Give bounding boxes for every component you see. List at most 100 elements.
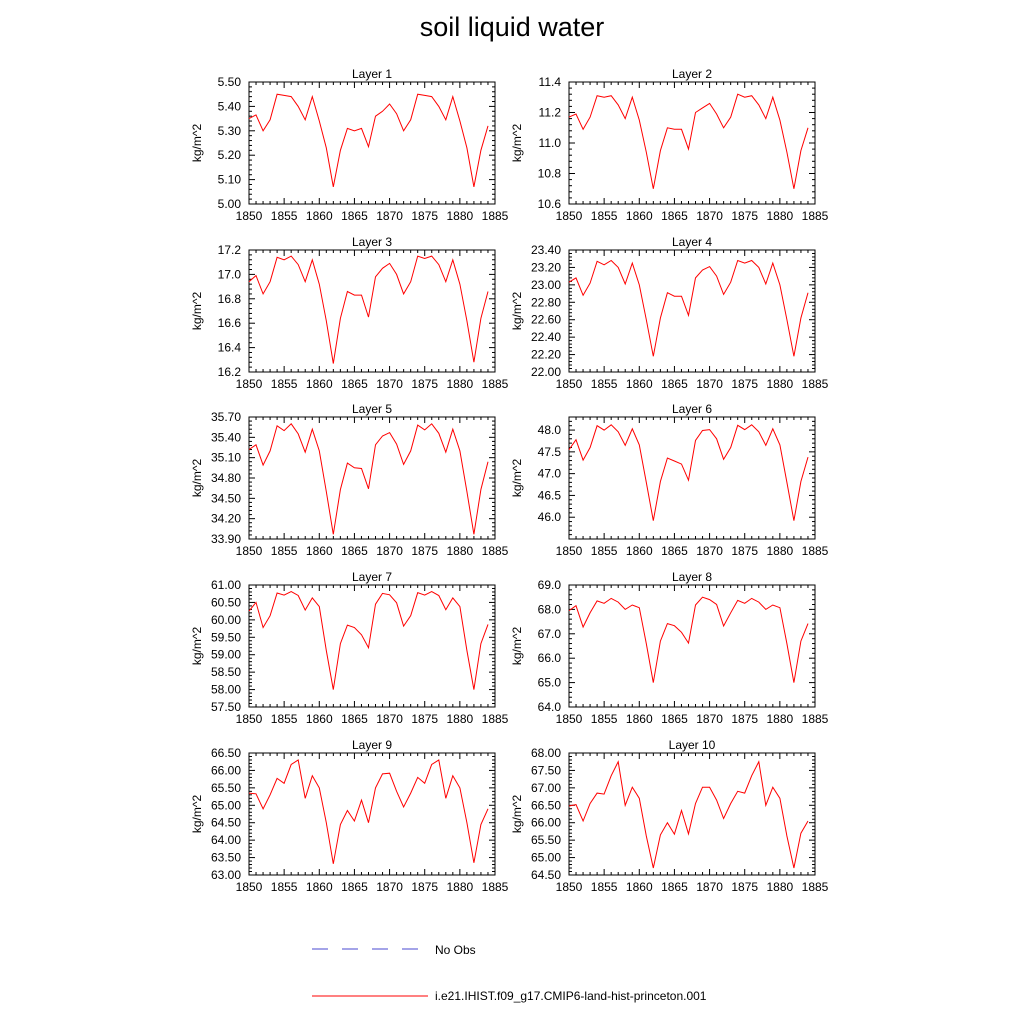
x-tick-label: 1850 [236, 544, 263, 558]
y-tick-label: 35.10 [211, 451, 241, 465]
y-tick-label: 60.00 [211, 613, 241, 627]
plot-frame [248, 249, 496, 373]
x-tick-label: 1850 [556, 377, 583, 391]
x-tick-label: 1865 [661, 209, 688, 223]
y-tick-label: 68.0 [538, 602, 562, 616]
x-tick-label: 1880 [447, 209, 474, 223]
y-tick-label: 16.8 [218, 292, 242, 306]
x-tick-label: 1870 [696, 544, 723, 558]
panel-title: Layer 10 [669, 738, 716, 752]
x-tick-label: 1855 [591, 377, 618, 391]
panel-title: Layer 9 [352, 738, 392, 752]
y-tick-label: 66.50 [211, 746, 241, 760]
y-tick-label: 22.60 [531, 313, 561, 327]
x-tick-label: 1880 [447, 712, 474, 726]
x-tick-label: 1860 [306, 712, 333, 726]
y-tick-label: 65.50 [211, 781, 241, 795]
x-tick-label: 1875 [411, 880, 438, 894]
x-tick-label: 1850 [236, 880, 263, 894]
y-tick-label: 23.40 [531, 243, 561, 257]
x-tick-label: 1865 [661, 544, 688, 558]
x-tick-label: 1880 [447, 880, 474, 894]
y-tick-label: 16.4 [218, 341, 242, 355]
x-tick-label: 1870 [376, 544, 403, 558]
y-tick-label: 34.20 [211, 512, 241, 526]
x-tick-label: 1860 [306, 377, 333, 391]
x-tick-label: 1875 [411, 544, 438, 558]
y-tick-label: 5.30 [218, 124, 242, 138]
x-tick-label: 1870 [696, 377, 723, 391]
series-line [568, 424, 809, 521]
x-tick-label: 1850 [236, 209, 263, 223]
x-tick-label: 1855 [271, 880, 298, 894]
x-tick-label: 1880 [767, 712, 794, 726]
panel-title: Layer 1 [352, 67, 392, 81]
y-axis-label: kg/m^2 [190, 459, 204, 498]
y-tick-label: 11.2 [539, 106, 562, 120]
plot-frame [248, 81, 496, 205]
y-tick-label: 33.90 [211, 532, 241, 546]
x-tick-label: 1885 [802, 377, 829, 391]
x-tick-label: 1880 [767, 880, 794, 894]
series-line [248, 255, 489, 364]
series-line [568, 760, 809, 869]
y-tick-label: 22.80 [531, 295, 561, 309]
x-tick-label: 1865 [661, 377, 688, 391]
y-tick-label: 46.0 [538, 510, 562, 524]
x-tick-label: 1855 [271, 712, 298, 726]
y-tick-label: 23.20 [531, 260, 561, 274]
x-tick-label: 1880 [447, 377, 474, 391]
y-tick-label: 58.50 [211, 665, 241, 679]
y-axis-label: kg/m^2 [190, 292, 204, 331]
y-tick-label: 48.0 [538, 423, 562, 437]
panel-7: Layer 7 kg/m^2 1850 1855 1860 1865 1870 1875 188… [190, 570, 509, 726]
y-tick-label: 66.00 [531, 816, 561, 830]
y-tick-label: 22.00 [531, 365, 561, 379]
x-tick-label: 1855 [591, 880, 618, 894]
y-tick-label: 23.00 [531, 278, 561, 292]
y-tick-label: 11.4 [539, 75, 562, 89]
x-tick-label: 1880 [767, 377, 794, 391]
y-tick-label: 64.00 [211, 833, 241, 847]
y-tick-label: 68.00 [531, 746, 561, 760]
y-tick-label: 5.50 [218, 75, 242, 89]
x-tick-label: 1850 [556, 544, 583, 558]
plot-frame [568, 249, 816, 373]
series-line [568, 93, 809, 189]
x-tick-label: 1865 [341, 880, 368, 894]
x-tick-label: 1860 [306, 544, 333, 558]
legend: No Obs i.e21.IHIST.f09_g17.CMIP6-land-his… [312, 943, 707, 1003]
y-tick-label: 16.6 [218, 316, 242, 330]
y-tick-label: 66.0 [538, 651, 562, 665]
y-tick-label: 16.2 [218, 365, 242, 379]
y-tick-label: 60.50 [211, 595, 241, 609]
y-tick-label: 35.70 [211, 410, 241, 424]
y-tick-label: 17.0 [218, 267, 242, 281]
x-tick-label: 1875 [731, 377, 758, 391]
x-tick-label: 1860 [626, 209, 653, 223]
x-tick-label: 1850 [236, 712, 263, 726]
x-tick-label: 1885 [802, 544, 829, 558]
panel-4: Layer 4 kg/m^2 1850 1855 1860 1865 1870 1875 188… [510, 235, 829, 391]
x-tick-label: 1860 [306, 209, 333, 223]
x-tick-label: 1855 [271, 209, 298, 223]
plot-frame [568, 81, 816, 205]
x-tick-label: 1865 [341, 544, 368, 558]
series-line [248, 759, 489, 864]
x-tick-label: 1870 [376, 712, 403, 726]
panel-2: Layer 2 kg/m^2 1850 1855 1860 1865 1870 1875 188… [510, 67, 829, 223]
x-tick-label: 1885 [802, 712, 829, 726]
panel-title: Layer 8 [672, 570, 712, 584]
x-tick-label: 1870 [376, 377, 403, 391]
x-tick-label: 1850 [556, 209, 583, 223]
panel-5: Layer 5 kg/m^2 1850 1855 1860 1865 1870 1875 188… [190, 402, 509, 558]
series-line [248, 93, 489, 187]
series-line [248, 423, 489, 535]
panel-9: Layer 9 kg/m^2 1850 1855 1860 1865 1870 1875 188… [190, 738, 509, 894]
x-tick-label: 1885 [482, 712, 509, 726]
legend-label-no-obs: No Obs [435, 943, 476, 957]
x-tick-label: 1865 [341, 712, 368, 726]
x-tick-label: 1860 [626, 712, 653, 726]
y-tick-label: 64.50 [211, 816, 241, 830]
